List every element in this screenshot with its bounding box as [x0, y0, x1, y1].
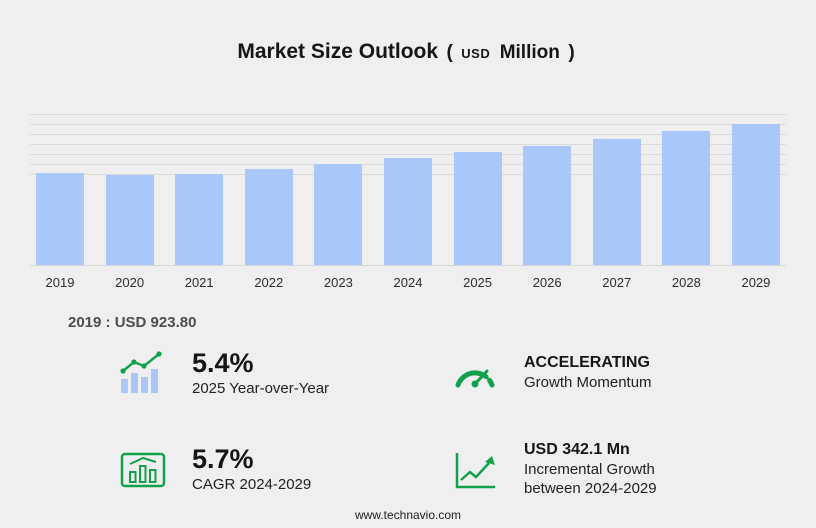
x-tick-2022: 2022 — [254, 275, 284, 290]
bar-2026 — [523, 145, 572, 265]
x-tick-2027: 2027 — [602, 275, 632, 290]
bar-2029 — [731, 123, 780, 265]
x-tick-2029: 2029 — [741, 275, 771, 290]
chart-x-axis-labels: 2019 2020 2021 2022 2023 2024 2025 2026 2027 2028… — [30, 275, 786, 290]
incremental-label-line1: Incremental Growth — [524, 460, 655, 478]
chart-plot-area — [30, 114, 786, 266]
x-tick-2020: 2020 — [115, 275, 145, 290]
x-tick-2028: 2028 — [671, 275, 701, 290]
gridline-1400 — [30, 124, 786, 125]
bar-2021 — [175, 173, 224, 265]
bar-2020 — [105, 174, 154, 265]
x-tick-2021: 2021 — [184, 275, 214, 290]
title-unit: Million — [499, 42, 560, 63]
bar-2024 — [383, 157, 432, 265]
stat-momentum: ACCELERATING Growth Momentum — [448, 342, 776, 404]
speedometer-icon — [448, 352, 502, 394]
gridline-1500 — [30, 114, 786, 115]
yoy-value: 5.4% — [192, 347, 254, 378]
title-main: Market Size Outlook — [237, 40, 439, 63]
momentum-value: ACCELERATING — [524, 354, 650, 372]
chart-box-icon — [116, 445, 170, 493]
gridline-1200 — [30, 144, 786, 145]
incremental-value: USD 342.1 Mn — [524, 440, 630, 458]
stat-incremental: USD 342.1 Mn Incremental Growth between … — [448, 438, 776, 500]
x-tick-2023: 2023 — [323, 275, 353, 290]
cagr-label: CAGR 2024-2029 — [192, 475, 312, 493]
bar-2019 — [36, 172, 84, 265]
stat-yoy: 5.4% 2025 Year-over-Year — [116, 342, 448, 404]
yoy-label: 2025 Year-over-Year — [192, 379, 330, 397]
bar-2025 — [453, 152, 502, 265]
gridline-1100 — [30, 154, 786, 155]
bar-2023 — [314, 164, 363, 265]
bar-2022 — [244, 169, 293, 265]
gridline-1300 — [30, 134, 786, 135]
stats-grid: 5.4% 2025 Year-over-Year ACCELERATING Gr… — [116, 342, 776, 500]
title-paren-open: ( — [446, 42, 453, 63]
bar-growth-icon — [116, 349, 170, 397]
title-paren-close: ) — [568, 42, 575, 63]
trend-arrow-icon — [448, 445, 502, 493]
cagr-value: 5.7% — [192, 443, 254, 474]
x-tick-2025: 2025 — [463, 275, 493, 290]
momentum-label: Growth Momentum — [524, 374, 652, 392]
chart-bars — [30, 116, 786, 265]
incremental-label-line2: between 2024-2029 — [524, 480, 657, 497]
x-tick-2026: 2026 — [532, 275, 562, 290]
bar-2027 — [592, 138, 641, 265]
x-tick-2019: 2019 — [45, 275, 75, 290]
bar-chart: 2019 2020 2021 2022 2023 2024 2025 2026 2027 2028… — [30, 114, 786, 290]
page-title: Market Size Outlook ( USD Million ) — [0, 40, 816, 64]
stat-cagr: 5.7% CAGR 2024-2029 — [116, 438, 448, 500]
footer-url: www.technavio.com — [354, 508, 462, 522]
x-tick-2024: 2024 — [393, 275, 423, 290]
base-year-annotation: 2019 : USD 923.80 — [68, 314, 197, 331]
title-currency: USD — [461, 46, 491, 61]
bar-2028 — [662, 130, 711, 265]
